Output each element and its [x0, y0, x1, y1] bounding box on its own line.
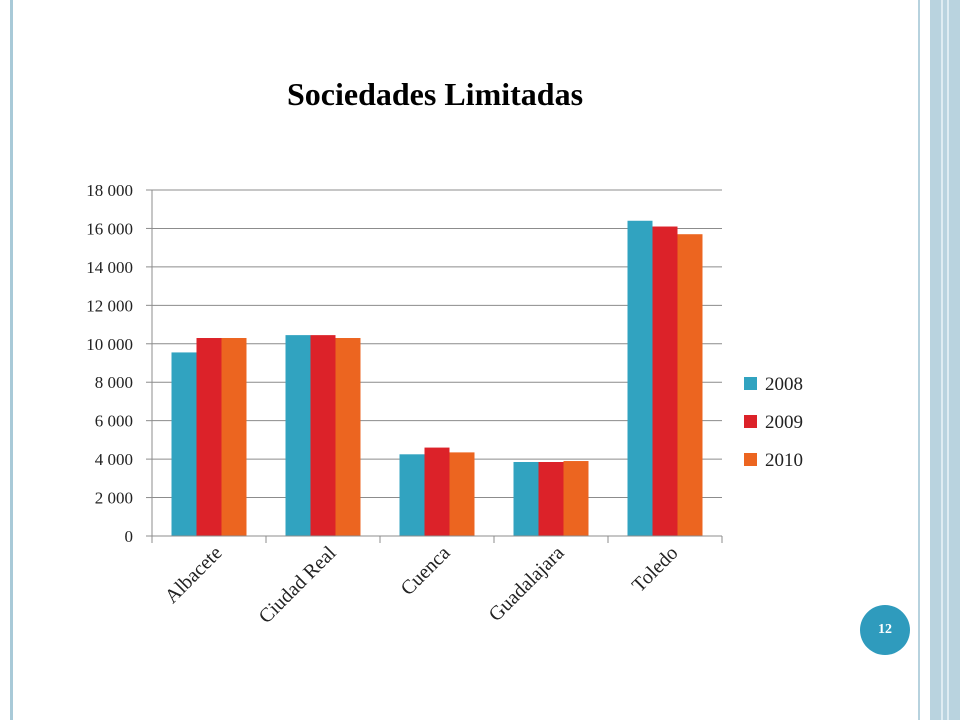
legend-label: 2009 — [765, 412, 803, 433]
y-tick-label: 18 000 — [86, 181, 133, 200]
bar-2009-toledo — [652, 226, 678, 536]
x-category-label: Albacete — [161, 542, 227, 608]
bar-2010-albacete — [221, 338, 247, 536]
bar-2010-ciudad-real — [335, 338, 361, 536]
legend-swatch-2008 — [744, 377, 757, 390]
bar-2009-cuenca — [424, 447, 450, 536]
chart-title: Sociedades Limitadas — [287, 76, 583, 112]
slide-right-border — [918, 0, 920, 720]
y-tick-label: 14 000 — [86, 258, 133, 277]
legend-label: 2010 — [765, 450, 803, 471]
y-tick-label: 16 000 — [86, 219, 133, 238]
legend: 2008 2009 2010 — [744, 374, 803, 471]
x-category-label: Cuenca — [397, 542, 455, 600]
y-tick-label: 10 000 — [86, 335, 133, 354]
y-tick-label: 0 — [125, 527, 134, 546]
x-axis-labels: Albacete Ciudad Real Cuenca Guadalajara Tole… — [161, 542, 683, 628]
bars — [171, 220, 703, 536]
legend-swatch-2009 — [744, 415, 757, 428]
x-category-label: Toledo — [628, 542, 683, 597]
x-category-label: Ciudad Real — [255, 542, 341, 628]
bar-2010-toledo — [677, 234, 703, 536]
y-tick-label: 8 000 — [95, 373, 133, 392]
y-tick-label: 4 000 — [95, 450, 133, 469]
bar-2010-guadalajara — [563, 461, 589, 536]
page-number-badge: 12 — [860, 605, 910, 655]
bar-2008-ciudad-real — [285, 335, 311, 536]
gridlines — [152, 189, 722, 499]
y-axis-ticks: 0 2 000 4 000 6 000 8 000 10 000 12 000 14 000 1… — [86, 181, 152, 546]
axes — [151, 190, 723, 543]
bar-2010-cuenca — [449, 452, 475, 536]
slide-right-stripe — [947, 0, 949, 720]
bar-2008-albacete — [171, 352, 197, 536]
y-tick-label: 2 000 — [95, 489, 133, 508]
slide-right-stripe — [941, 0, 943, 720]
bar-2009-ciudad-real — [310, 335, 336, 536]
x-category-label: Guadalajara — [485, 542, 569, 626]
slide-left-border — [10, 0, 13, 720]
y-tick-label: 6 000 — [95, 412, 133, 431]
bar-2008-toledo — [627, 220, 653, 536]
legend-swatch-2010 — [744, 453, 757, 466]
bar-2008-guadalajara — [513, 461, 539, 536]
bar-2009-albacete — [196, 338, 222, 536]
bar-2008-cuenca — [399, 454, 425, 536]
slide-right-band — [930, 0, 960, 720]
legend-label: 2008 — [765, 374, 803, 395]
bar-2009-guadalajara — [538, 461, 564, 536]
y-tick-label: 12 000 — [86, 296, 133, 315]
